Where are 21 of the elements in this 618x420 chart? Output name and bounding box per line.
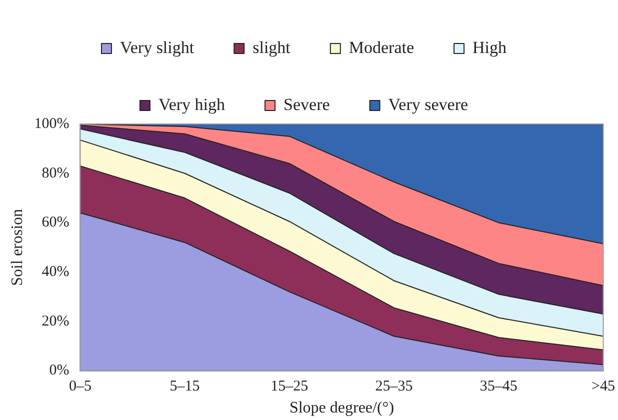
x-tick-label: 0–5: [68, 378, 92, 395]
y-tick-label: 80%: [42, 165, 70, 182]
y-axis-title: Soil erosion: [8, 208, 26, 286]
legend-label: Moderate: [348, 38, 414, 57]
x-tick-label: 25–35: [375, 378, 413, 395]
legend-label: Very high: [158, 94, 226, 114]
x-tick-label: 5–15: [170, 378, 200, 395]
legend-label: slight: [252, 38, 291, 57]
y-tick-label: 20%: [42, 313, 70, 330]
y-tick-label: 0%: [49, 362, 70, 379]
legend-label: Very severe: [388, 94, 468, 114]
legend-label: Severe: [284, 94, 330, 114]
y-tick-label: 100%: [34, 116, 70, 132]
y-tick-label: 40%: [42, 264, 70, 280]
x-axis-title: Slope degree/(°): [289, 400, 394, 417]
legend-label: High: [472, 38, 508, 57]
x-tick-label: 35–45: [480, 378, 518, 395]
x-tick-label: >45: [592, 378, 616, 395]
x-tick-label: 15–25: [270, 378, 308, 395]
y-tick-label: 60%: [42, 214, 70, 231]
legend-label: Very slight: [120, 38, 194, 57]
